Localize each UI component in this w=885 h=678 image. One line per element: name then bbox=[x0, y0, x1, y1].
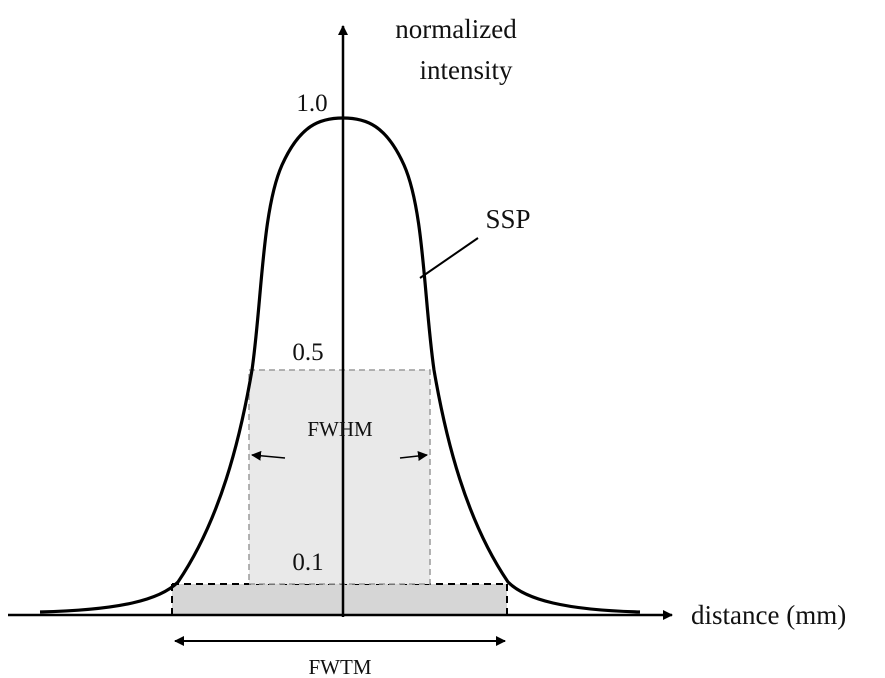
fwtm-label: FWTM bbox=[309, 655, 372, 678]
fwhm-label: FWHM bbox=[307, 417, 373, 441]
fwhm-left-arrow bbox=[251, 450, 286, 461]
tick-label-0-5: 0.5 bbox=[292, 339, 323, 366]
fwtm-band bbox=[172, 584, 507, 615]
y-axis-label-line2: intensity bbox=[420, 55, 513, 85]
y-axis-label-line1: normalized bbox=[395, 14, 517, 44]
fwhm-right-arrow bbox=[399, 451, 428, 461]
x-axis-label: distance (mm) bbox=[691, 600, 846, 630]
tick-label-0-1: 0.1 bbox=[292, 549, 323, 576]
ssp-leader-line bbox=[419, 237, 479, 279]
tick-label-1-0: 1.0 bbox=[296, 90, 327, 117]
curve-label-ssp: SSP bbox=[485, 204, 530, 234]
fwhm-band bbox=[248, 369, 431, 585]
